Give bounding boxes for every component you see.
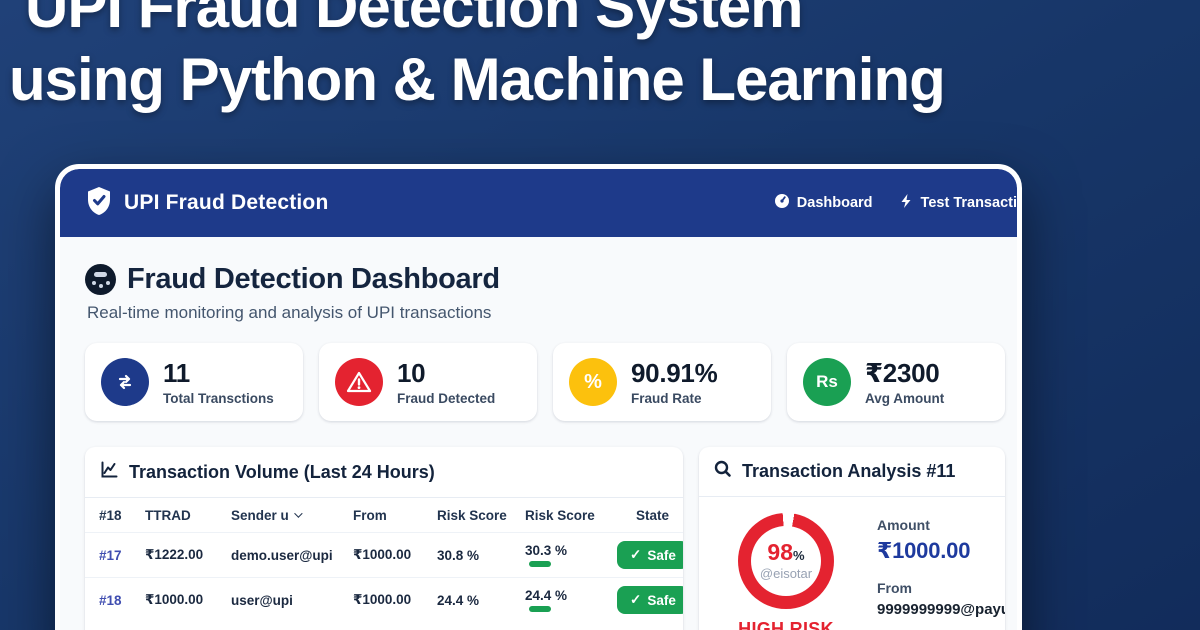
page-subtitle: Real-time monitoring and analysis of UPI… [87,303,492,322]
amount-value: ₹1000.00 [877,538,971,563]
txn-sender: demo.user@upi [231,547,333,563]
rupee-icon: Rs [803,358,851,406]
stat-label: Fraud Detected [397,391,496,406]
stat-label: Total Transctions [163,391,274,406]
risk-gauge: 98% @eisotar HIGH RISK [711,509,861,630]
transaction-analysis-panel: Transaction Analysis #11 98% @eisotar HI… [699,447,1005,630]
navbar: UPI Fraud Detection Dashboard [60,169,1017,237]
transaction-volume-panel: Transaction Volume (Last 24 Hours) #18 T… [85,447,683,630]
txn-amount: ₹1222.00 [145,547,204,562]
high-risk-label: HIGH RISK [738,619,834,630]
txn-state-cell: ✓ Safe [617,541,683,569]
analysis-details: Amount ₹1000.00 From 9999999999@payu [877,509,1005,630]
risk-percent: 98% [767,539,805,565]
bolt-icon [899,193,914,213]
nav-links: Dashboard Test Transacti [774,193,1017,213]
hero-title-line2: using Python & Machine Learning [9,46,946,113]
shield-check-icon [86,186,112,221]
from-label: From [877,580,912,596]
nav-link-test-transaction-label: Test Transacti [920,195,1017,211]
transaction-analysis-header: Transaction Analysis #11 [699,447,1005,497]
col-header: Risk Score [437,507,507,523]
col-header-sender-sortable[interactable]: Sender u [231,508,353,523]
safe-status-badge[interactable]: ✓ Safe [617,541,683,569]
stats-row: 11 Total Transctions 10 Fraud Detected [85,343,1005,421]
hero-title: UPI Fraud Detection System using Python … [9,0,946,116]
txn-from: ₹1000.00 [353,547,412,562]
from-value: 9999999999@payu [877,601,1005,618]
txn-risk-score-1: 30.8 % [437,547,480,563]
risk-donut-center: 98% @eisotar [751,526,821,596]
txn-from: ₹1000.00 [353,592,412,607]
stat-card-avg-amount: Rs ₹2300 Avg Amount [787,343,1005,421]
amount-label: Amount [877,517,930,533]
check-icon: ✓ [630,547,642,562]
col-header: TTRAD [145,507,191,523]
col-header: From [353,507,387,523]
txn-state-cell: ✓ Safe [617,586,683,614]
stat-value: 10 [397,358,426,388]
brand: UPI Fraud Detection [86,186,329,221]
txn-amount: ₹1000.00 [145,592,204,607]
col-header: Risk Score [525,507,595,523]
risk-progress-pill [529,561,551,567]
check-icon: ✓ [630,592,642,607]
txn-id-link[interactable]: #17 [99,547,122,563]
risk-progress-pill [529,606,551,612]
nav-link-dashboard[interactable]: Dashboard [774,193,873,213]
table-row[interactable]: #18 ₹1000.00 user@upi ₹1000.00 24.4 % 24… [85,577,683,622]
risk-donut-chart: 98% @eisotar [738,513,834,609]
table-row[interactable]: #17 ₹1222.00 demo.user@upi ₹1000.00 30.8… [85,532,683,577]
stat-value: 11 [163,358,190,388]
app-window: UPI Fraud Detection Dashboard [55,164,1022,630]
risk-handle: @eisotar [759,566,813,581]
magnifier-icon [714,460,732,483]
page-title: Fraud Detection Dashboard [127,263,500,295]
transfer-arrows-icon [101,358,149,406]
safe-status-badge[interactable]: ✓ Safe [617,586,683,614]
nav-link-dashboard-label: Dashboard [796,195,873,211]
stat-card-fraud-rate: % 90.91% Fraud Rate [553,343,771,421]
dashboard-content: Fraud Detection Dashboard Real-time moni… [60,263,1017,630]
percent-icon: % [569,358,617,406]
stat-card-total-transactions: 11 Total Transctions [85,343,303,421]
stat-label: Avg Amount [865,391,945,406]
stat-card-fraud-detected: 10 Fraud Detected [319,343,537,421]
txn-id-link[interactable]: #18 [99,592,122,608]
hero-title-line1: UPI Fraud Detection System [25,0,804,40]
col-header: #18 [99,507,122,523]
robot-icon [85,264,116,295]
warning-triangle-icon [335,358,383,406]
nav-link-test-transaction[interactable]: Test Transacti [899,193,1017,213]
gauge-icon [774,193,790,213]
txn-risk-score-1: 24.4 % [437,592,480,608]
chevron-down-icon [293,509,303,518]
page-head: Fraud Detection Dashboard [85,263,1005,296]
chart-line-icon [100,460,119,484]
transaction-volume-header: Transaction Volume (Last 24 Hours) [85,447,683,498]
transaction-volume-title: Transaction Volume (Last 24 Hours) [129,461,435,482]
analysis-body: 98% @eisotar HIGH RISK Amount ₹1000.00 F… [699,497,1005,630]
main-grid: Transaction Volume (Last 24 Hours) #18 T… [85,447,1005,630]
stat-value: 90.91% [631,358,718,388]
stat-label: Fraud Rate [631,391,702,406]
table-header-row: #18 TTRAD Sender u From Risk Score Risk … [85,498,683,532]
transaction-analysis-title: Transaction Analysis #11 [742,461,956,481]
txn-risk-score-2: 24.4 % [525,588,617,612]
col-header: State [635,507,669,523]
stat-value: ₹2300 [865,358,940,388]
txn-sender: user@upi [231,592,293,608]
brand-name: UPI Fraud Detection [124,191,329,214]
txn-risk-score-2: 30.3 % [525,543,617,567]
